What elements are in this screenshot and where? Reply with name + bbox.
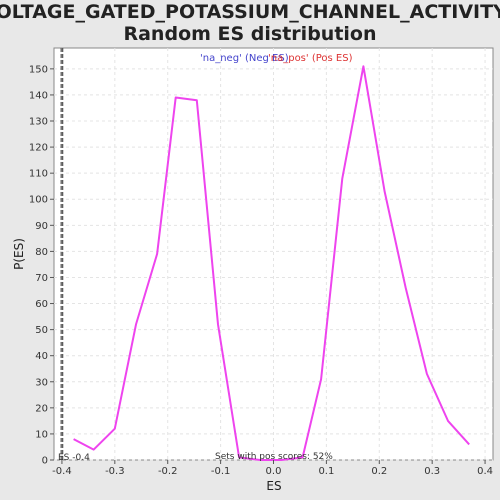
axis-layer: -0.4 -0.3 -0.2 -0.1 0.0 0.1 0.2 0.3 0.4 0 10 20 30 40… bbox=[29, 64, 493, 477]
chart-title-line2: Random ES distribution bbox=[123, 23, 376, 45]
series-line bbox=[73, 65, 470, 461]
x-tick-label: -0.4 bbox=[52, 466, 72, 477]
y-tick-label: 90 bbox=[35, 221, 48, 232]
pos-scores-annotation: Sets with pos scores: 52% bbox=[215, 452, 333, 462]
x-tick-label: 0.1 bbox=[318, 466, 334, 477]
legend-entry-pos: 'na_pos' (Pos ES) bbox=[268, 53, 353, 64]
y-tick-label: 130 bbox=[29, 117, 48, 128]
y-tick-label: 50 bbox=[35, 325, 48, 336]
y-tick-label: 10 bbox=[35, 429, 48, 440]
vline-label: ES -0.4 bbox=[58, 453, 90, 463]
legend-entry-neg: 'na_neg' (Neg ES) bbox=[200, 53, 289, 64]
x-tick-label: -0.3 bbox=[105, 466, 125, 477]
y-tick-label: 80 bbox=[35, 247, 48, 258]
y-tick-label: 110 bbox=[29, 169, 48, 180]
y-tick-label: 40 bbox=[35, 351, 48, 362]
grid-layer bbox=[54, 48, 493, 461]
y-tick-label: 60 bbox=[35, 299, 48, 310]
y-tick-label: 0 bbox=[42, 456, 48, 467]
x-axis-label: ES bbox=[266, 479, 281, 493]
y-tick-label: 120 bbox=[29, 143, 48, 154]
x-tick-label: 0.0 bbox=[266, 466, 282, 477]
y-tick-label: 30 bbox=[35, 377, 48, 388]
x-tick-label: 0.3 bbox=[424, 466, 440, 477]
x-tick-label: -0.2 bbox=[158, 466, 178, 477]
y-tick-label: 70 bbox=[35, 273, 48, 284]
y-tick-label: 100 bbox=[29, 195, 48, 206]
y-tick-label: 150 bbox=[29, 64, 48, 75]
x-tick-label: 0.4 bbox=[477, 466, 493, 477]
series-layer bbox=[73, 65, 470, 461]
y-tick-label: 20 bbox=[35, 403, 48, 414]
chart-title-line1: VOLTAGE_GATED_POTASSIUM_CHANNEL_ACTIVITY… bbox=[0, 1, 500, 23]
y-axis-label: P(ES) bbox=[12, 238, 26, 270]
y-tick-label: 140 bbox=[29, 90, 48, 101]
vline-layer bbox=[60, 48, 64, 460]
x-tick-label: -0.1 bbox=[211, 466, 231, 477]
x-tick-label: 0.2 bbox=[371, 466, 387, 477]
